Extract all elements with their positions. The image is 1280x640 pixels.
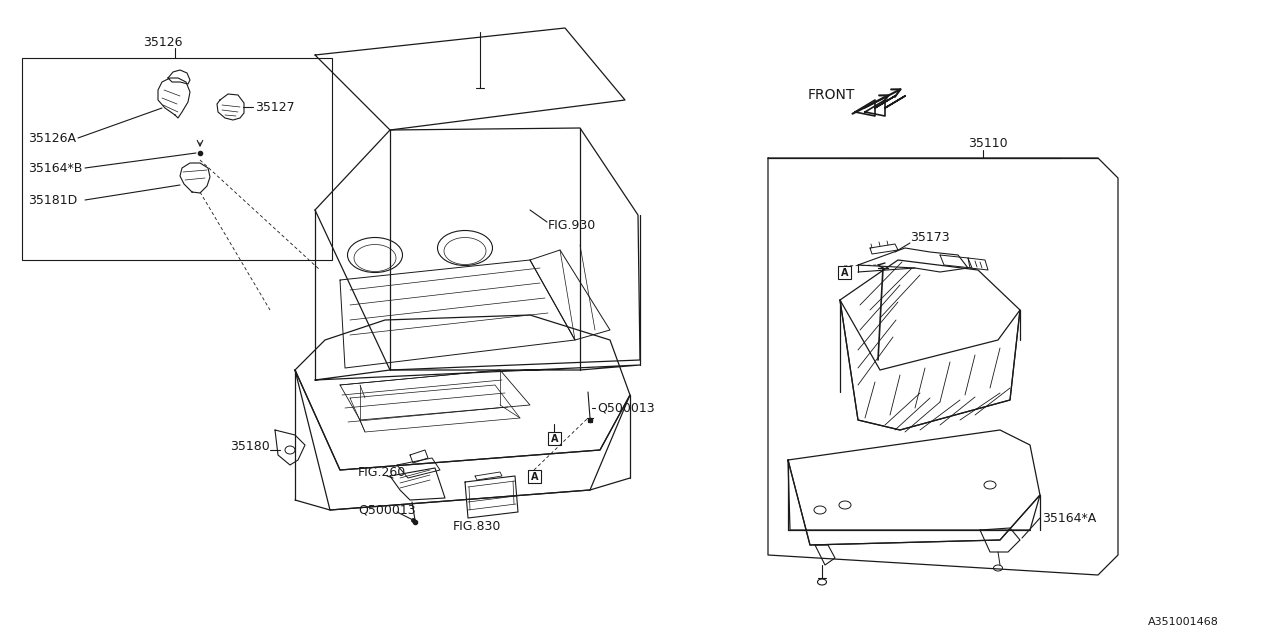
- Text: FIG.830: FIG.830: [453, 520, 502, 534]
- Bar: [548, 432, 561, 445]
- Polygon shape: [218, 94, 244, 120]
- Text: 35127: 35127: [255, 100, 294, 113]
- Bar: [838, 266, 851, 279]
- Text: FRONT: FRONT: [808, 88, 855, 102]
- Text: 35164*A: 35164*A: [1042, 511, 1096, 525]
- Text: FIG.260: FIG.260: [358, 467, 406, 479]
- Text: 35126: 35126: [143, 35, 183, 49]
- Text: 35110: 35110: [968, 136, 1007, 150]
- Text: A: A: [841, 268, 849, 278]
- Text: A: A: [531, 472, 539, 481]
- Text: A351001468: A351001468: [1148, 617, 1219, 627]
- Text: 35181D: 35181D: [28, 193, 77, 207]
- Text: A: A: [550, 433, 558, 444]
- Bar: [22, 58, 332, 260]
- Text: 35180: 35180: [230, 440, 270, 454]
- Bar: [529, 470, 541, 483]
- Text: Q500013: Q500013: [358, 504, 416, 516]
- Polygon shape: [157, 78, 189, 118]
- Text: 35173: 35173: [910, 230, 950, 243]
- Text: FIG.930: FIG.930: [548, 218, 596, 232]
- Text: 35164*B: 35164*B: [28, 161, 82, 175]
- Text: Q500013: Q500013: [596, 401, 654, 415]
- Polygon shape: [168, 70, 189, 84]
- Polygon shape: [180, 163, 210, 193]
- Text: 35126A: 35126A: [28, 131, 76, 145]
